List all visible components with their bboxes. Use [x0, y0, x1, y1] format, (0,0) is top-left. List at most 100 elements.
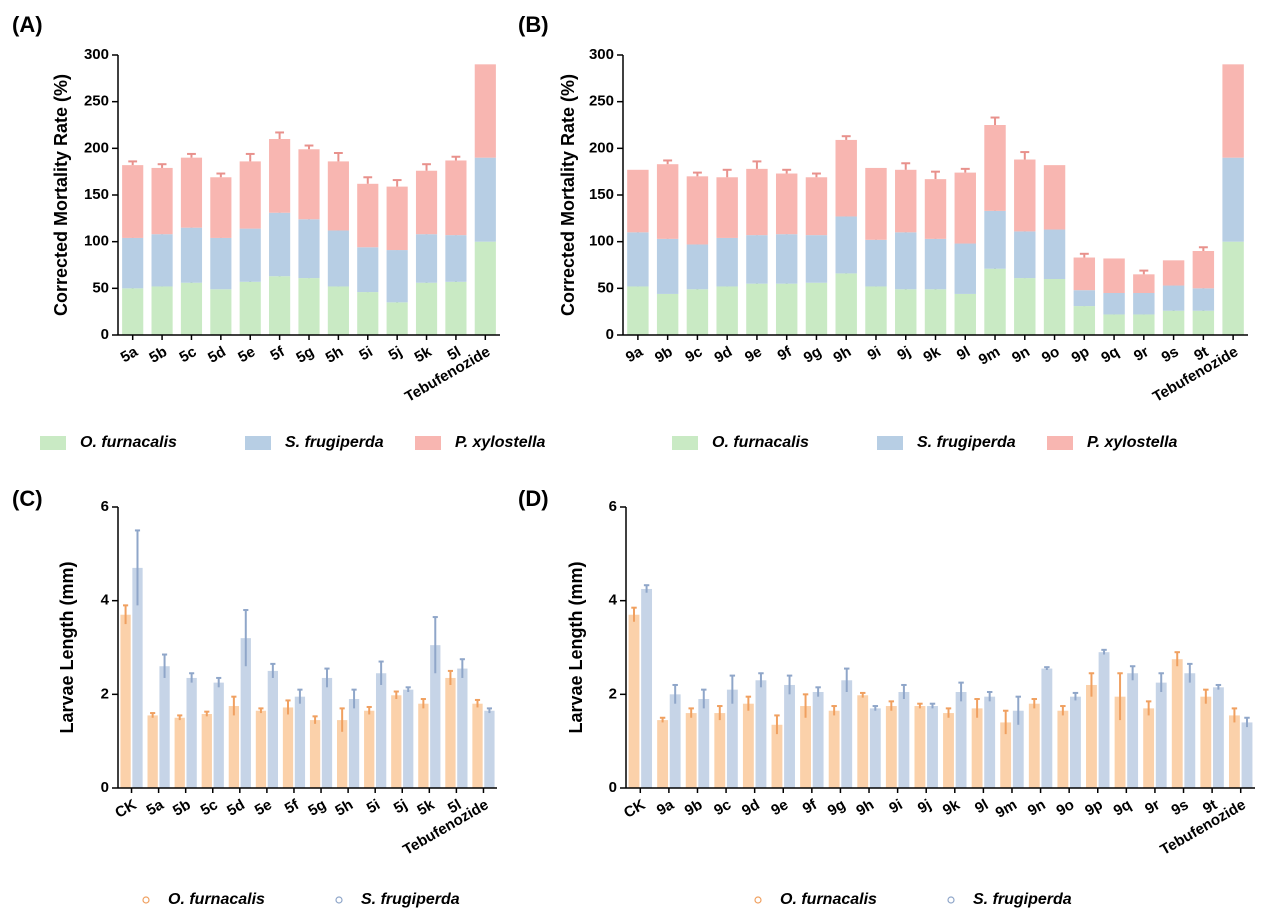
- bar: [309, 720, 321, 788]
- legend-swatch: [672, 436, 698, 450]
- x-tick-label: 5k: [412, 343, 436, 366]
- x-tick-label: 9m: [976, 343, 1003, 369]
- bar-segment: [1043, 165, 1066, 230]
- bar-segment: [122, 165, 144, 238]
- panel-label: (B): [518, 12, 549, 37]
- x-tick-label: 9p: [1069, 343, 1093, 366]
- bar: [628, 614, 640, 788]
- bar: [1212, 687, 1224, 788]
- x-tick-label: 5a: [144, 796, 168, 819]
- bar: [1184, 673, 1196, 788]
- x-tick-label: 5h: [323, 343, 347, 366]
- y-tick-label: 2: [609, 685, 617, 702]
- bar: [282, 707, 294, 788]
- legend-marker: [335, 896, 343, 904]
- bar-segment: [1162, 285, 1185, 311]
- x-tick-label: 9k: [921, 343, 945, 366]
- x-tick-label: 5e: [235, 343, 258, 366]
- x-tick-label: 9i: [865, 343, 884, 364]
- bar-segment: [1073, 257, 1096, 291]
- bar: [484, 710, 495, 788]
- bar: [1155, 682, 1167, 788]
- y-axis-title: Corrected Mortality Rate (%): [51, 74, 71, 316]
- bar: [657, 720, 669, 788]
- x-tick-label: 9q: [1111, 796, 1135, 819]
- x-tick-label: 5c: [198, 796, 221, 819]
- y-tick-label: 4: [609, 592, 618, 609]
- y-tick-label: 200: [84, 139, 109, 156]
- bar-segment: [1222, 64, 1244, 158]
- bar-segment: [1014, 159, 1036, 232]
- bar: [726, 689, 738, 788]
- bar: [771, 724, 783, 788]
- bar: [755, 680, 767, 788]
- bar: [457, 668, 468, 788]
- bar: [1000, 722, 1012, 788]
- x-tick-label: 9p: [1082, 796, 1106, 819]
- bar-segment: [151, 167, 173, 235]
- bar: [213, 682, 224, 788]
- bar-segment: [474, 64, 496, 158]
- bar-segment: [835, 139, 857, 217]
- x-tick-label: 9r: [1131, 343, 1152, 365]
- x-tick-label: 5a: [118, 343, 142, 366]
- bar-segment: [445, 281, 467, 335]
- x-tick-label: 9b: [682, 796, 706, 819]
- x-tick-label: 5j: [386, 343, 405, 364]
- bar: [174, 717, 185, 788]
- bar: [1143, 708, 1155, 788]
- bar-segment: [1192, 310, 1215, 335]
- bar-segment: [627, 286, 649, 335]
- x-tick-label: 9h: [831, 343, 855, 366]
- bar-segment: [327, 286, 349, 335]
- x-tick-label: 5e: [252, 796, 275, 819]
- bar-segment: [269, 139, 291, 213]
- x-tick-label: 9j: [894, 343, 913, 364]
- x-tick-label: 9h: [853, 796, 877, 819]
- x-tick-label: 9s: [1169, 796, 1192, 819]
- bar-segment: [924, 238, 947, 290]
- bar-segment: [716, 177, 738, 238]
- bar-segment: [415, 282, 438, 335]
- y-tick-label: 50: [92, 279, 109, 296]
- bar: [1200, 696, 1212, 788]
- x-tick-label: 9j: [915, 796, 934, 817]
- bar-segment: [298, 219, 320, 279]
- legend-label: O. furnacalis: [168, 891, 265, 908]
- bar-segment: [1103, 314, 1125, 335]
- bar: [228, 706, 240, 788]
- x-tick-label: 5j: [391, 796, 410, 817]
- bar-segment: [627, 232, 649, 287]
- y-tick-label: 0: [609, 779, 617, 796]
- bar: [364, 710, 375, 788]
- legend-label: S. frugiperda: [917, 434, 1016, 451]
- bar: [898, 691, 910, 788]
- bar-segment: [1014, 231, 1036, 279]
- y-tick-label: 250: [589, 93, 614, 110]
- x-tick-label: 5g: [305, 796, 329, 819]
- bar-segment: [984, 125, 1006, 211]
- bar-segment: [415, 170, 438, 235]
- bar-segment: [445, 235, 467, 282]
- bar-segment: [1162, 260, 1185, 286]
- bar: [669, 694, 681, 788]
- bar: [321, 677, 333, 788]
- legend-swatch: [40, 436, 66, 450]
- y-tick-label: 0: [606, 326, 614, 343]
- bar-segment: [895, 169, 917, 233]
- bar: [132, 567, 143, 788]
- x-tick-label: 9k: [940, 796, 964, 819]
- bar-segment: [1192, 251, 1215, 289]
- bar: [1012, 710, 1024, 788]
- bar-segment: [1043, 279, 1066, 335]
- y-axis-title: Larvae Length (mm): [566, 561, 586, 733]
- bar-segment: [151, 286, 173, 335]
- bar-segment: [775, 234, 798, 284]
- y-tick-label: 6: [609, 498, 617, 515]
- x-tick-label: 9l: [954, 343, 973, 364]
- bar-segment: [1162, 310, 1185, 335]
- y-tick-label: 50: [597, 279, 614, 296]
- x-tick-label: 5d: [224, 796, 248, 819]
- bar: [857, 695, 869, 788]
